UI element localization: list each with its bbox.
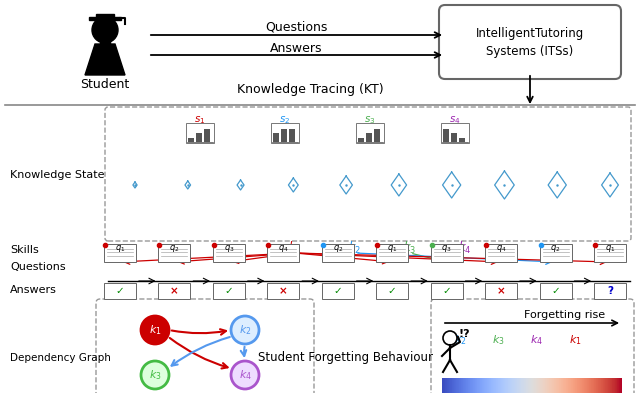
Bar bbox=[289, 129, 295, 142]
Bar bbox=[485, 283, 517, 299]
Bar bbox=[485, 244, 517, 262]
Bar bbox=[451, 133, 457, 142]
Bar bbox=[273, 133, 279, 142]
Bar bbox=[196, 133, 202, 142]
Text: ✓: ✓ bbox=[116, 286, 124, 296]
Text: Dependency Graph: Dependency Graph bbox=[10, 353, 111, 363]
Bar bbox=[441, 123, 469, 143]
Bar bbox=[366, 133, 372, 142]
Circle shape bbox=[141, 316, 169, 344]
Bar bbox=[540, 283, 572, 299]
Text: ×: × bbox=[170, 286, 179, 296]
Text: !?: !? bbox=[458, 329, 470, 339]
Text: $q_2$: $q_2$ bbox=[333, 244, 343, 255]
Text: ?: ? bbox=[607, 286, 613, 296]
Text: $k_3$: $k_3$ bbox=[403, 240, 417, 256]
Text: $k_1$: $k_1$ bbox=[289, 240, 301, 256]
Bar bbox=[540, 244, 572, 262]
Text: $s_4$: $s_4$ bbox=[449, 114, 461, 126]
Text: ✓: ✓ bbox=[225, 286, 233, 296]
FancyBboxPatch shape bbox=[439, 5, 621, 79]
Text: $k_2$: $k_2$ bbox=[348, 240, 362, 256]
Bar bbox=[100, 41, 110, 44]
Text: $k_4$: $k_4$ bbox=[458, 240, 472, 256]
Text: Questions: Questions bbox=[265, 20, 327, 33]
Bar bbox=[376, 283, 408, 299]
Bar bbox=[358, 138, 364, 142]
Text: $q_4$: $q_4$ bbox=[496, 244, 506, 255]
Bar bbox=[159, 283, 191, 299]
Text: $k_3$: $k_3$ bbox=[492, 333, 504, 347]
Text: ✓: ✓ bbox=[442, 286, 451, 296]
Bar bbox=[431, 244, 463, 262]
Bar bbox=[322, 283, 354, 299]
Bar bbox=[594, 244, 626, 262]
Polygon shape bbox=[85, 44, 125, 75]
Bar bbox=[374, 129, 380, 142]
Text: ✓: ✓ bbox=[551, 286, 560, 296]
Text: IntelligentTutoring
Systems (ITSs): IntelligentTutoring Systems (ITSs) bbox=[476, 26, 584, 57]
Text: ✓: ✓ bbox=[333, 286, 342, 296]
Text: $q_3$: $q_3$ bbox=[223, 244, 234, 255]
Text: $q_2$: $q_2$ bbox=[169, 244, 180, 255]
Text: $k_2$: $k_2$ bbox=[239, 323, 252, 337]
Text: Student: Student bbox=[81, 79, 130, 92]
Circle shape bbox=[443, 331, 457, 345]
Text: $k_1$: $k_1$ bbox=[569, 333, 581, 347]
Bar bbox=[356, 123, 384, 143]
Text: Answers: Answers bbox=[269, 42, 323, 55]
Text: $q_1$: $q_1$ bbox=[387, 244, 397, 255]
FancyBboxPatch shape bbox=[431, 299, 634, 393]
FancyBboxPatch shape bbox=[105, 107, 631, 241]
Circle shape bbox=[92, 17, 118, 43]
Bar bbox=[376, 244, 408, 262]
Text: Questions: Questions bbox=[10, 262, 66, 272]
Text: Forgetting rise: Forgetting rise bbox=[524, 310, 605, 320]
Text: Knowledge Tracing (KT): Knowledge Tracing (KT) bbox=[237, 83, 383, 97]
Text: $k_4$: $k_4$ bbox=[529, 333, 543, 347]
Circle shape bbox=[231, 316, 259, 344]
Bar bbox=[204, 129, 210, 142]
Bar bbox=[159, 244, 191, 262]
Bar bbox=[213, 283, 245, 299]
Circle shape bbox=[141, 361, 169, 389]
Polygon shape bbox=[96, 14, 114, 17]
Circle shape bbox=[231, 361, 259, 389]
Bar bbox=[104, 283, 136, 299]
Bar bbox=[322, 244, 354, 262]
Text: Student Forgetting Behaviour: Student Forgetting Behaviour bbox=[257, 351, 433, 364]
Text: $s_1$: $s_1$ bbox=[195, 114, 205, 126]
Polygon shape bbox=[89, 17, 121, 20]
Text: $k_1$: $k_1$ bbox=[148, 323, 161, 337]
Bar bbox=[186, 123, 214, 143]
Bar bbox=[281, 129, 287, 142]
Bar bbox=[188, 138, 194, 142]
Text: $k_3$: $k_3$ bbox=[148, 368, 161, 382]
Bar bbox=[268, 244, 300, 262]
Bar bbox=[459, 138, 465, 142]
Text: $q_4$: $q_4$ bbox=[278, 244, 289, 255]
Bar bbox=[431, 283, 463, 299]
Text: $k_4$: $k_4$ bbox=[239, 368, 252, 382]
Bar bbox=[268, 283, 300, 299]
Text: ✓: ✓ bbox=[388, 286, 397, 296]
Text: Answers: Answers bbox=[10, 285, 57, 295]
Text: ×: × bbox=[279, 286, 288, 296]
Text: ×: × bbox=[497, 286, 506, 296]
Text: $k_2$: $k_2$ bbox=[454, 333, 467, 347]
Text: $q_1$: $q_1$ bbox=[115, 244, 125, 255]
Text: Knowledge State: Knowledge State bbox=[10, 170, 104, 180]
Text: Skills: Skills bbox=[10, 245, 39, 255]
Text: $q_2$: $q_2$ bbox=[550, 244, 561, 255]
Bar bbox=[213, 244, 245, 262]
Bar bbox=[594, 283, 626, 299]
FancyBboxPatch shape bbox=[96, 299, 314, 393]
Bar bbox=[104, 244, 136, 262]
Bar bbox=[443, 129, 449, 142]
Bar bbox=[271, 123, 299, 143]
Text: $s_3$: $s_3$ bbox=[364, 114, 376, 126]
Text: $s_2$: $s_2$ bbox=[280, 114, 291, 126]
Text: $q_3$: $q_3$ bbox=[442, 244, 452, 255]
Text: $q_1$: $q_1$ bbox=[605, 244, 615, 255]
